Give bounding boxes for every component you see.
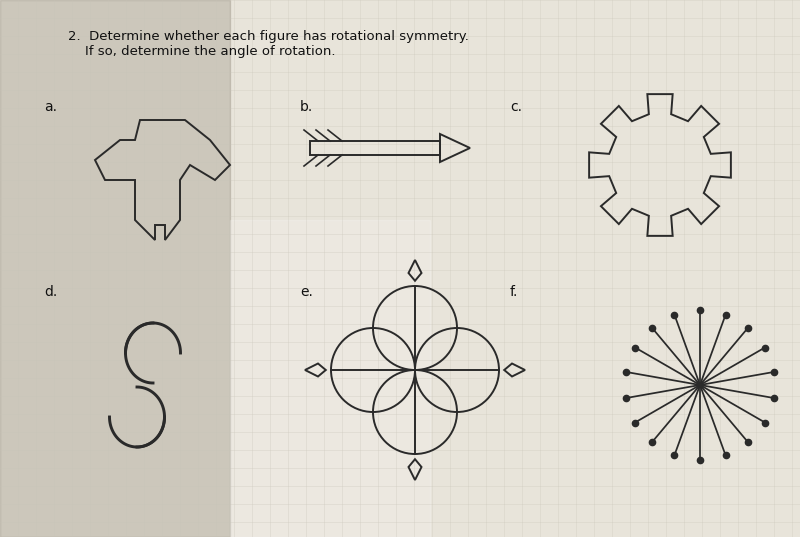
Text: e.: e. <box>300 285 313 299</box>
Bar <box>230 220 430 537</box>
Text: 2.  Determine whether each figure has rotational symmetry.
    If so, determine : 2. Determine whether each figure has rot… <box>68 30 469 58</box>
Text: b.: b. <box>300 100 314 114</box>
Text: c.: c. <box>510 100 522 114</box>
Bar <box>0 0 230 537</box>
Text: f.: f. <box>510 285 518 299</box>
Text: a.: a. <box>44 100 57 114</box>
Text: d.: d. <box>44 285 58 299</box>
